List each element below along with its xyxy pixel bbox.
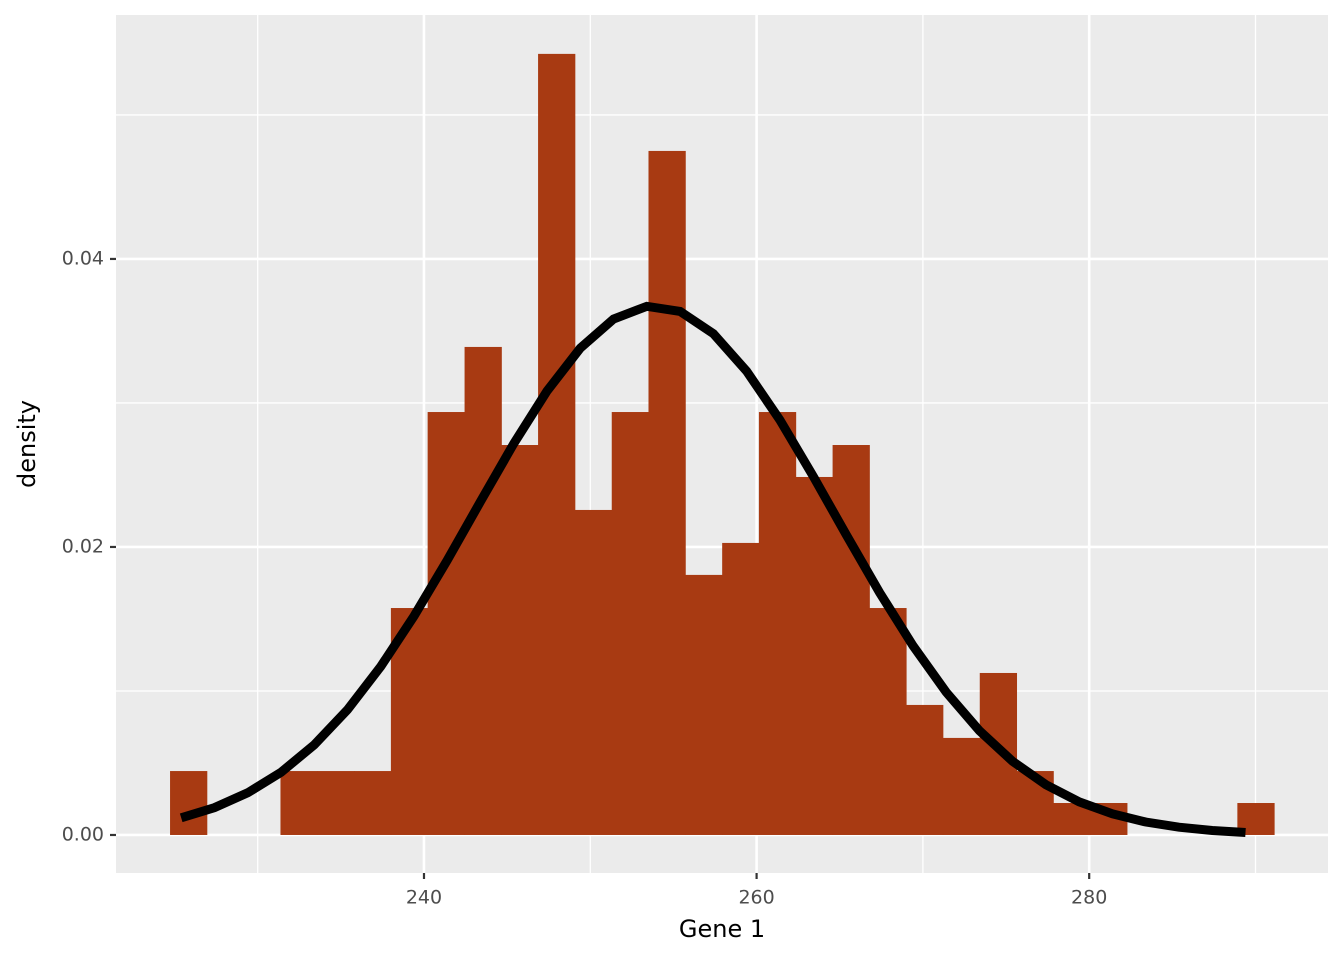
bar bbox=[464, 346, 502, 835]
bar bbox=[538, 53, 576, 835]
bar bbox=[354, 771, 392, 835]
x-tick-label: 240 bbox=[406, 887, 442, 909]
bar bbox=[832, 445, 870, 835]
y-tick-label: 0.04 bbox=[62, 247, 104, 269]
bar bbox=[685, 574, 723, 835]
y-axis-title: density bbox=[13, 400, 41, 488]
x-axis-title: Gene 1 bbox=[679, 915, 765, 943]
bar bbox=[648, 150, 686, 835]
x-tick-label: 280 bbox=[1071, 887, 1107, 909]
bar bbox=[280, 771, 318, 835]
y-tick-label: 0.00 bbox=[62, 823, 104, 845]
bar bbox=[869, 608, 907, 835]
bar bbox=[795, 476, 834, 835]
bar bbox=[942, 737, 981, 835]
bar bbox=[906, 704, 944, 835]
bar bbox=[501, 445, 539, 835]
bar bbox=[611, 412, 649, 835]
bar bbox=[574, 509, 613, 835]
x-tick-label: 260 bbox=[738, 887, 774, 909]
bar bbox=[317, 771, 355, 835]
y-tick-label: 0.02 bbox=[62, 535, 104, 557]
bar bbox=[170, 771, 208, 835]
bar bbox=[722, 542, 760, 835]
bar bbox=[427, 412, 466, 835]
density-curve bbox=[179, 301, 1246, 838]
bar bbox=[758, 412, 797, 835]
